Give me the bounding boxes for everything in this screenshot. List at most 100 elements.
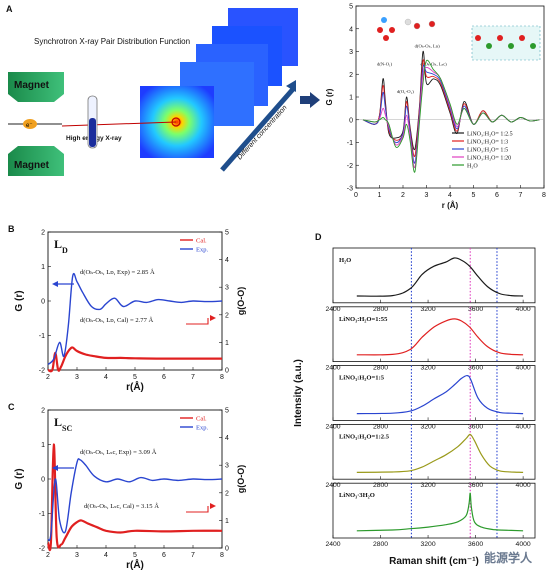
legend-label: LiNO₃:H₂O= 1:2.5	[467, 132, 513, 138]
spectrum-line	[356, 492, 524, 532]
x-tick-label: 3600	[468, 365, 483, 372]
schematic-title: Synchrotron X-ray Pair Distribution Func…	[34, 37, 190, 46]
y-axis-label: Intensity (a.u.)	[293, 359, 304, 427]
y-tick-label: 4	[349, 26, 353, 33]
y-tick-label: 0	[349, 117, 353, 124]
x-tick-label: 3600	[468, 482, 483, 489]
y-tick-label: 0	[41, 299, 45, 306]
x-tick-label: 3	[75, 374, 79, 381]
right-axis-arrow	[186, 506, 209, 513]
peak-annotation: d(O₁-O₁)	[397, 89, 414, 94]
x-axis-label: Raman shift (cm⁻¹)	[389, 556, 479, 567]
panel-a-schematic: A Different concentration	[0, 0, 300, 190]
y2-tick-label: 0	[225, 546, 229, 553]
distance-annotation: d(Oₕ-Oₕ, Lᴅ, Cal) = 2.77 Å	[80, 316, 154, 324]
x-tick-label: 7	[191, 374, 195, 381]
atom-icon	[428, 20, 436, 28]
y-tick-label: -3	[347, 186, 353, 193]
panel-d-label: D	[315, 232, 322, 242]
atom-icon	[413, 22, 421, 30]
y-tick-label: -2	[39, 546, 45, 553]
x-tick-label: 4	[104, 374, 108, 381]
x-tick-label: 7	[519, 192, 523, 199]
x-tick-label: 8	[542, 192, 546, 199]
spectrum-label: LiNO₃·3H₂O	[339, 492, 375, 499]
x-tick-label: 6	[162, 374, 166, 381]
magnet-bottom-label: Magnet	[14, 160, 50, 171]
spectrum-label: LiNO₃:H₂O=1:55	[339, 316, 388, 323]
y-tick-label: 5	[349, 4, 353, 11]
panel-c-label: C	[8, 402, 15, 412]
panel-a-label: A	[6, 4, 13, 14]
y-tick-label: -1	[39, 333, 45, 340]
x-tick-label: 3200	[420, 423, 435, 430]
atom-icon	[497, 35, 503, 41]
watermark: 能源学人	[479, 548, 536, 567]
subplot-frame	[332, 423, 536, 480]
gr-chart-a: 0 1 2 3 4 5 6 7 8 -3 -2 -1 0 1 2 3 4 5 r (Å) G (r) d(N-O₁) d(…	[325, 4, 546, 211]
sample-liquid	[89, 118, 96, 147]
x-tick-label: 3	[75, 552, 79, 559]
y2-tick-label: 3	[225, 463, 229, 470]
phase-label: LSC	[54, 415, 72, 433]
y-tick-label: -2	[39, 368, 45, 375]
y2-tick-label: 4	[225, 435, 229, 442]
panel-c-chart: C 2 3 4 5 6 7 8 -2 -1 0 1 2 0 1 2 3 4 5 r(Å) G (r) g(O-O) LSC…	[0, 398, 250, 577]
y-tick-label: 0	[41, 477, 45, 484]
subplot-frame	[332, 306, 536, 363]
x-axis-label: r (Å)	[442, 201, 459, 210]
y2-tick-label: 4	[225, 257, 229, 264]
magnet-top	[8, 72, 64, 102]
x-tick-label: 5	[133, 374, 137, 381]
xray-beam	[61, 121, 177, 127]
x-tick-label: 2400	[325, 541, 340, 548]
y-tick-label: -2	[347, 163, 353, 170]
series-line	[47, 458, 223, 542]
x-tick-label: 4	[448, 192, 452, 199]
concentration-arrow-shaft	[220, 86, 296, 172]
spectrum-label: LiNO₃:H₂O=1:5	[339, 375, 385, 382]
right-axis-arrow	[186, 318, 209, 325]
electron-label: e⁻	[26, 123, 33, 129]
atom-icon	[530, 43, 536, 49]
atom-icon	[381, 17, 387, 23]
subplot-frame	[332, 365, 536, 421]
legend-label: Exp.	[196, 425, 208, 432]
spectrum-line	[356, 257, 524, 297]
phase-label: LD	[54, 237, 68, 255]
phase-subscript: SC	[62, 424, 72, 433]
y-tick-label: 2	[41, 408, 45, 415]
x-tick-label: 0	[354, 192, 358, 199]
y2-axis-label: g(O-O)	[236, 287, 246, 316]
x-tick-label: 2800	[373, 365, 388, 372]
y2-tick-label: 2	[225, 312, 229, 319]
x-tick-label: 3200	[420, 482, 435, 489]
x-tick-label: 2800	[373, 482, 388, 489]
x-tick-label: 3200	[420, 365, 435, 372]
x-tick-label: 2800	[373, 423, 388, 430]
y-tick-label: -1	[347, 140, 353, 147]
x-tick-label: 4000	[516, 365, 531, 372]
y2-tick-label: 5	[225, 408, 229, 415]
atom-icon	[389, 27, 395, 33]
y2-axis-label: g(O-O)	[236, 465, 246, 494]
phase-subscript: D	[62, 246, 68, 255]
peak-annotation: d(N-O₁)	[377, 62, 393, 67]
y2-tick-label: 2	[225, 490, 229, 497]
y-tick-label: 3	[349, 49, 353, 56]
y-axis-label: G (r)	[325, 88, 334, 105]
spectrum-label: H₂O	[339, 257, 351, 264]
chain-structure-inset	[471, 25, 541, 61]
spectrum-label: LiNO₃:H₂O=1:2.5	[339, 433, 390, 440]
x-axis-label: r(Å)	[126, 558, 144, 571]
y-tick-label: -1	[39, 511, 45, 518]
spectrum-line	[356, 433, 524, 473]
x-tick-label: 6	[162, 552, 166, 559]
y2-tick-label: 1	[225, 340, 229, 347]
y2-tick-label: 0	[225, 368, 229, 375]
atom-icon	[383, 35, 389, 41]
x-tick-label: 3200	[420, 541, 435, 548]
atom-icon	[519, 35, 525, 41]
